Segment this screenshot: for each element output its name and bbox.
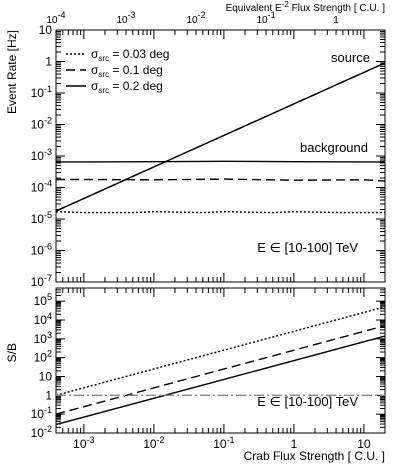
upper-y-tick-label: 10 <box>39 23 53 37</box>
lower-x-tick-label: 1 <box>291 437 298 451</box>
lower-y-axis-title: S/B <box>5 343 19 362</box>
source-label: source <box>331 50 370 65</box>
lower-y-tick-label: 10-2 <box>31 424 52 440</box>
legend-entry-dashed: σsrc = 0.1 deg <box>91 63 163 79</box>
upper-y-tick-label: 10-2 <box>31 116 52 132</box>
lower-x-tick-label: 10-1 <box>213 435 234 451</box>
lower-y-tick-label: 102 <box>34 349 52 365</box>
lower-y-tick-label: 10-1 <box>31 405 52 421</box>
legend-entry-solid: σsrc = 0.2 deg <box>91 79 163 95</box>
top-axis-tick-label: 10-2 <box>186 10 205 26</box>
top-axis-title: Equivalent E-2 Flux Strength [ C.U. ] <box>226 0 386 14</box>
lower-energy-label: E ∈ [10-100] TeV <box>257 394 358 409</box>
upper-series-line-solid <box>56 160 385 163</box>
lower-series-line-dotted <box>55 306 386 396</box>
lower-y-tick-label: 103 <box>34 330 52 346</box>
lower-y-tick-label: 10 <box>39 369 53 383</box>
upper-y-tick-label: 10-7 <box>31 273 52 289</box>
upper-y-tick-label: 10-6 <box>31 242 52 258</box>
upper-y-axis-title: Event Rate [Hz] <box>5 30 19 114</box>
upper-y-tick-label: 10-3 <box>31 147 52 163</box>
top-axis-tick-label: 10-4 <box>46 10 65 26</box>
upper-series-line-dashed <box>56 178 386 182</box>
upper-panel: 10 1 10-1 10-2 10-3 10-4 10-5 10-6 10-7 10-4 10-3 1… <box>5 0 386 289</box>
upper-series-line-dotted <box>55 210 385 214</box>
lower-x-axis-title: Crab Flux Strength [ C.U. ] <box>244 449 385 463</box>
upper-series-line-dashed <box>55 62 386 212</box>
upper-energy-label: E ∈ [10-100] TeV <box>257 240 358 255</box>
legend-entry-dotted: σsrc = 0.03 deg <box>91 47 169 63</box>
background-label: background <box>300 140 368 155</box>
lower-x-tick-label: 10 <box>357 437 371 451</box>
top-axis-tick-label: 10-3 <box>116 10 135 26</box>
lower-y-tick-label: 1 <box>45 388 52 402</box>
lower-y-tick-label: 104 <box>34 311 52 327</box>
upper-y-tick-label: 1 <box>45 55 52 69</box>
upper-y-tick-label: 10-5 <box>31 210 52 226</box>
lower-x-tick-label: 10-2 <box>143 435 164 451</box>
top-axis-tick-label: 10-1 <box>256 10 275 26</box>
lower-series-line-solid <box>55 335 386 426</box>
lower-series-line-dashed <box>55 325 386 415</box>
upper-y-tick-label: 10-4 <box>31 179 52 195</box>
top-axis-tick-label: 1 <box>333 15 339 26</box>
lower-x-tick-label: 10-3 <box>73 435 94 451</box>
upper-y-tick-label: 10-1 <box>31 84 52 100</box>
lower-y-tick-label: 105 <box>34 292 52 308</box>
